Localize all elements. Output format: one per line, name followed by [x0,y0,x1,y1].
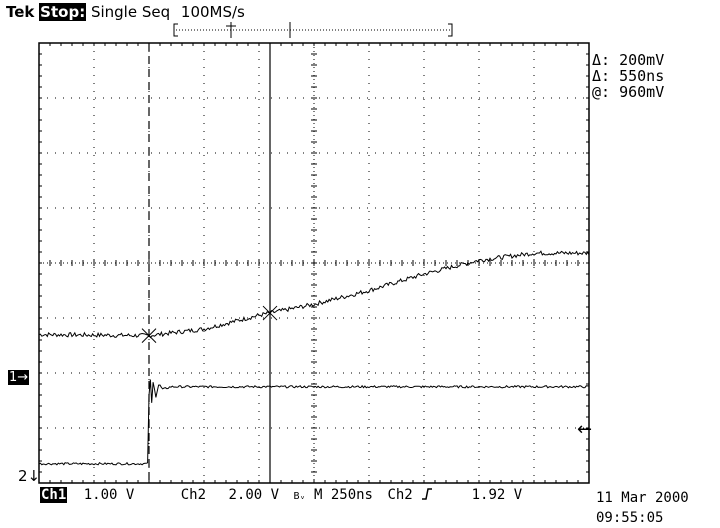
date-label: 11 Mar 2000 [596,490,689,506]
record-position-bar [173,22,453,38]
brand-label: Tek [6,3,35,21]
trigger-level-marker: ← [577,419,593,440]
waveform-traces [38,43,590,483]
delta-voltage-readout: Δ: 200mV [592,51,665,69]
delta-time-readout: Δ: 550ns [592,67,665,85]
header-bar: Tek Stop: Single Seq 100MS/s [6,3,245,21]
ch1-label: Ch1 [40,487,68,503]
sample-rate-label: 100MS/s [180,3,245,21]
time-label: 09:55:05 [596,510,664,526]
rising-edge-icon [422,488,433,500]
footer-bar: Ch1 1.00 V Ch2 2.00 V Bᵥ M 250ns Ch2 1.9… [40,487,522,505]
cursor-position-readout: @: 960mV [592,83,665,101]
bandwidth-limit-icon: Bᵥ [293,491,306,502]
cursor-cross-marker [141,328,157,343]
ch2-label: Ch2 [180,487,207,503]
graticule [38,42,590,484]
trigger-source-label: Ch2 [387,487,413,503]
ch2-scale: 2.00 V [228,487,280,503]
cursor-cross-stroke [141,328,157,343]
acquisition-mode-label: Single Seq [90,3,171,21]
cursor-cross-stroke [262,305,278,321]
ch1-scale: 1.00 V [83,487,135,503]
trigger-level-label: 1.92 V [471,487,523,503]
cursor-cross-marker [262,305,278,321]
ch2-ground-marker: 2↓ [18,467,41,485]
waveform-ch1 [38,250,590,339]
waveform-ch2 [38,379,590,466]
run-state-label: Stop: [39,3,87,21]
timebase-label: M 250ns [313,487,373,503]
ch1-ground-marker: 1→ [8,370,30,385]
